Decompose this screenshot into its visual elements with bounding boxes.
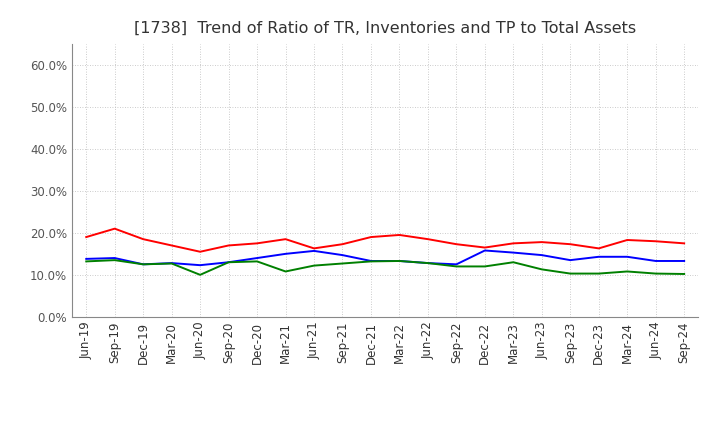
Trade Receivables bbox=[366, 235, 375, 240]
Inventories bbox=[82, 256, 91, 261]
Trade Receivables bbox=[310, 246, 318, 251]
Trade Receivables bbox=[680, 241, 688, 246]
Trade Receivables bbox=[537, 239, 546, 245]
Title: [1738]  Trend of Ratio of TR, Inventories and TP to Total Assets: [1738] Trend of Ratio of TR, Inventories… bbox=[134, 21, 636, 36]
Inventories bbox=[253, 255, 261, 260]
Trade Payables bbox=[139, 262, 148, 267]
Trade Payables bbox=[366, 259, 375, 264]
Inventories bbox=[338, 253, 347, 258]
Inventories bbox=[452, 262, 461, 267]
Trade Receivables bbox=[395, 232, 404, 238]
Trade Receivables bbox=[82, 235, 91, 240]
Inventories bbox=[110, 255, 119, 260]
Inventories bbox=[566, 257, 575, 263]
Trade Receivables bbox=[480, 245, 489, 250]
Trade Payables bbox=[537, 267, 546, 272]
Inventories bbox=[167, 260, 176, 266]
Inventories bbox=[480, 248, 489, 253]
Trade Receivables bbox=[652, 238, 660, 244]
Trade Receivables bbox=[452, 242, 461, 247]
Inventories bbox=[139, 262, 148, 267]
Trade Receivables bbox=[509, 241, 518, 246]
Trade Payables bbox=[480, 264, 489, 269]
Inventories bbox=[680, 258, 688, 264]
Trade Receivables bbox=[253, 241, 261, 246]
Line: Inventories: Inventories bbox=[86, 250, 684, 265]
Line: Trade Receivables: Trade Receivables bbox=[86, 229, 684, 252]
Trade Receivables bbox=[110, 226, 119, 231]
Trade Payables bbox=[310, 263, 318, 268]
Trade Payables bbox=[452, 264, 461, 269]
Trade Payables bbox=[423, 260, 432, 266]
Trade Payables bbox=[595, 271, 603, 276]
Trade Payables bbox=[110, 257, 119, 263]
Inventories bbox=[652, 258, 660, 264]
Trade Receivables bbox=[167, 243, 176, 248]
Trade Payables bbox=[395, 258, 404, 264]
Trade Payables bbox=[253, 259, 261, 264]
Inventories bbox=[310, 248, 318, 253]
Inventories bbox=[509, 250, 518, 255]
Inventories bbox=[623, 254, 631, 260]
Trade Payables bbox=[652, 271, 660, 276]
Trade Payables bbox=[338, 261, 347, 266]
Trade Payables bbox=[680, 271, 688, 277]
Trade Receivables bbox=[225, 243, 233, 248]
Trade Receivables bbox=[623, 237, 631, 242]
Trade Receivables bbox=[196, 249, 204, 254]
Trade Payables bbox=[509, 260, 518, 265]
Trade Receivables bbox=[566, 242, 575, 247]
Trade Receivables bbox=[423, 237, 432, 242]
Inventories bbox=[595, 254, 603, 260]
Line: Trade Payables: Trade Payables bbox=[86, 260, 684, 275]
Trade Payables bbox=[566, 271, 575, 276]
Inventories bbox=[196, 263, 204, 268]
Trade Receivables bbox=[595, 246, 603, 251]
Trade Payables bbox=[82, 259, 91, 264]
Inventories bbox=[423, 260, 432, 266]
Trade Payables bbox=[282, 269, 290, 274]
Inventories bbox=[395, 258, 404, 264]
Inventories bbox=[282, 251, 290, 257]
Inventories bbox=[225, 260, 233, 265]
Trade Receivables bbox=[139, 237, 148, 242]
Inventories bbox=[537, 253, 546, 258]
Trade Receivables bbox=[282, 237, 290, 242]
Trade Payables bbox=[225, 260, 233, 265]
Trade Payables bbox=[167, 261, 176, 266]
Trade Payables bbox=[196, 272, 204, 278]
Trade Payables bbox=[623, 269, 631, 274]
Inventories bbox=[366, 258, 375, 264]
Trade Receivables bbox=[338, 242, 347, 247]
